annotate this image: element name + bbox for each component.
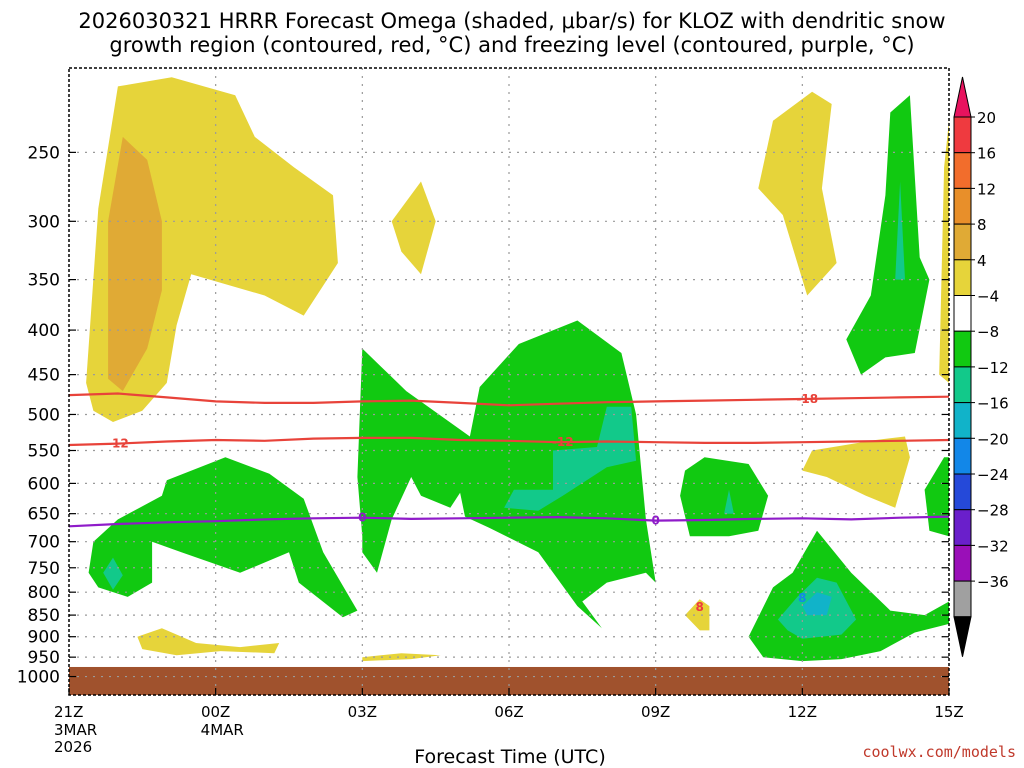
omega-region-pos4-8 — [685, 599, 710, 631]
x-tick-label-h18: 15Z — [934, 703, 963, 721]
colorbar-label-9: −20 — [977, 430, 1009, 448]
x-tick-label-h15: 12Z — [788, 703, 817, 721]
y-tick-label-700: 700 — [28, 533, 60, 553]
y-tick-label-600: 600 — [28, 474, 60, 494]
y-tick-label-300: 300 — [28, 212, 60, 232]
colorbar-segment-10 — [953, 473, 972, 511]
omega-region-neg4-12 — [748, 530, 949, 662]
colorbar-segment-0 — [953, 116, 972, 154]
x-tick-label-h12: 09Z — [641, 703, 670, 721]
colorbar-label-5: −4 — [977, 288, 999, 306]
colorbar-segment-2 — [953, 187, 972, 225]
colorbar-label-4: 4 — [977, 252, 987, 270]
omega-region-neg12-20 — [802, 592, 832, 616]
y-tick-label-500: 500 — [28, 405, 60, 425]
colorbar-segment-8 — [953, 402, 972, 439]
omega-region-pos4-6 — [137, 628, 280, 656]
y-tick-label-350: 350 — [28, 271, 60, 291]
omega-region-neg8-19 — [724, 489, 734, 514]
x-axis-label: Forecast Time (UTC) — [414, 746, 605, 768]
colorbar-segment-5 — [953, 295, 972, 332]
x-tick-label-h3: 00Z — [201, 703, 230, 721]
point-label-0: 8 — [798, 591, 806, 605]
x-tick-date-h3: 4MAR — [201, 721, 244, 739]
colorbar-label-1: 16 — [977, 145, 996, 163]
omega-region-neg4-11 — [680, 457, 769, 537]
colorbar-bottom-arrow — [953, 616, 972, 657]
y-tick-label-450: 450 — [28, 366, 60, 386]
x-tick-label-h6: 03Z — [348, 703, 377, 721]
contour-label-dgz_-18-0: -18 — [796, 392, 818, 406]
y-tick-label-400: 400 — [28, 321, 60, 341]
x-tick-date-h0: 3MAR — [54, 721, 97, 739]
colorbar-top-arrow — [953, 76, 972, 118]
x-tick-label-h9: 06Z — [494, 703, 523, 721]
omega-region-pos4-3 — [758, 91, 837, 296]
omega-region-pos4-5 — [802, 436, 910, 508]
colorbar-label-0: 20 — [977, 109, 996, 127]
colorbar-label-11: −28 — [977, 502, 1009, 520]
chart-title-line1: 2026030321 HRRR Forecast Omega (shaded, … — [78, 9, 945, 33]
y-tick-label-650: 650 — [28, 505, 60, 525]
contour-dgz_-12 — [68, 436, 950, 447]
chart-title-line2: growth region (contoured, red, °C) and f… — [109, 33, 914, 57]
shaded-omega-regions — [86, 77, 949, 662]
pressure-axis: 2503003504004505005506006507007508008509… — [17, 143, 949, 688]
colorbar-label-2: 12 — [977, 180, 996, 198]
contour-freezing_level_0 — [68, 515, 950, 528]
contour-label-dgz_-12-1: -12 — [552, 435, 574, 449]
y-tick-label-950: 950 — [28, 648, 60, 668]
y-tick-label-750: 750 — [28, 559, 60, 579]
omega-region-neg4-14 — [924, 457, 949, 537]
y-tick-label-850: 850 — [28, 606, 60, 626]
colorbar-label-8: −16 — [977, 395, 1009, 413]
colorbar-segment-12 — [953, 544, 972, 582]
colorbar-label-12: −32 — [977, 537, 1009, 555]
y-tick-label-800: 800 — [28, 583, 60, 603]
omega-region-neg4-13 — [846, 95, 930, 375]
omega-region-neg4-10 — [357, 320, 656, 629]
colorbar-segment-13 — [953, 580, 972, 618]
x-tick-year-h0: 2026 — [54, 738, 92, 756]
colorbar-segment-4 — [953, 259, 972, 296]
grid-lines — [69, 68, 949, 695]
colorbar-segment-3 — [953, 223, 972, 261]
omega-region-pos4-4 — [939, 120, 949, 383]
contour-lines: -18 -12 -12 0 0 8 8 — [68, 392, 950, 614]
contour-label-freezing_level_0-0: 0 — [358, 511, 366, 525]
colorbar-segment-9 — [953, 437, 972, 475]
point-label-1: 8 — [695, 600, 703, 614]
colorbar-label-6: −8 — [977, 323, 999, 341]
colorbar-label-3: 8 — [977, 216, 987, 234]
omega-region-pos8-1 — [108, 136, 162, 392]
x-tick-label-h0: 21Z — [54, 703, 83, 721]
omega-region-pos4-7 — [362, 653, 441, 662]
y-tick-label-250: 250 — [28, 143, 60, 163]
colorbar-label-13: −36 — [977, 573, 1009, 591]
colorbar-label-10: −24 — [977, 466, 1009, 484]
omega-region-neg8-16 — [504, 406, 637, 511]
y-tick-label-900: 900 — [28, 628, 60, 648]
omega-region-neg8-18 — [895, 181, 905, 280]
site-credit: coolwx.com/models — [862, 743, 1016, 761]
y-tick-label-1000: 1000 — [17, 668, 60, 688]
omega-region-pos4-2 — [391, 181, 436, 275]
omega-region-neg4-9 — [88, 457, 358, 618]
omega-colorbar: 20 16 12 8 4 −4 −8 −12 −16 −20 −24 −28 −32 −36 — [953, 76, 1009, 657]
y-tick-label-550: 550 — [28, 442, 60, 462]
colorbar-segment-1 — [953, 152, 972, 189]
colorbar-segment-7 — [953, 366, 972, 404]
colorbar-label-7: −12 — [977, 359, 1009, 377]
colorbar-segment-6 — [953, 330, 972, 368]
colorbar-segment-11 — [953, 509, 972, 546]
contour-dgz_-18 — [68, 392, 950, 407]
contour-label-freezing_level_0-1: 0 — [651, 514, 659, 528]
contour-label-dgz_-12-0: -12 — [107, 437, 129, 451]
omega-region-neg8-15 — [103, 557, 123, 590]
